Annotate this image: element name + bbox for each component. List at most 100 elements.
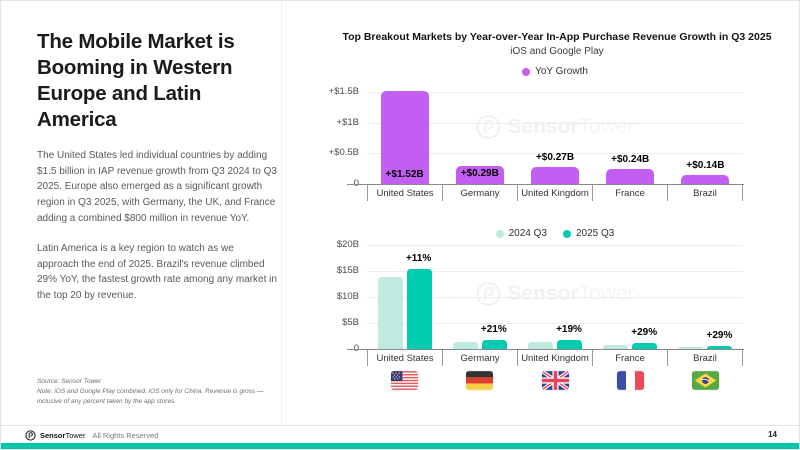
x-axis-category-label: France	[592, 185, 667, 201]
y-axis-tick-label: 0	[301, 178, 359, 189]
chart2-category-cell: +29%	[593, 245, 668, 349]
x-axis-category-label: United States	[367, 350, 442, 366]
gridline	[367, 92, 743, 94]
bar-2024-q3	[452, 341, 478, 349]
chart2-category-cell: +29%	[668, 245, 743, 349]
legend-dot	[563, 229, 571, 238]
slide-headline: The Mobile Market is Booming in Western …	[37, 30, 235, 132]
bar-value-label: +$0.29B	[460, 168, 499, 180]
chart2-x-axis-labels: United States Germany United Kingdom France…	[367, 350, 743, 366]
flag-cell	[367, 371, 442, 390]
y-axis-tick-label: +$0.5B	[328, 147, 359, 159]
x-axis-category-label: Germany	[442, 350, 517, 366]
gridline	[367, 323, 743, 324]
chart2-quarterly-revenue: SensorTower 0$5B$10B$15B$20B +11%+21%+19…	[301, 239, 769, 401]
growth-percent-label: +29%	[631, 327, 658, 339]
left-panel: The Mobile Market is Booming in Western …	[37, 29, 277, 303]
yoy-growth-bar	[455, 166, 504, 184]
footer: SensorTower All Rights Reserved	[25, 430, 158, 441]
bar-2024-q3	[528, 341, 553, 349]
chart1-yoy-growth: SensorTower 0+$0.5B+$1B+$1.5B +$1.52B+$0…	[301, 86, 769, 208]
legend-dot	[495, 229, 504, 238]
y-axis-tick-label: $10B	[336, 291, 359, 302]
flag-cell	[442, 371, 517, 390]
flag-cell	[593, 371, 668, 390]
y-axis-tick-label: +$1B	[336, 116, 359, 128]
panel-divider	[281, 1, 282, 425]
bottom-accent-bar	[1, 443, 799, 449]
brazil-flag-icon	[691, 371, 719, 390]
legend-dot	[522, 67, 531, 76]
flag-cell	[668, 371, 743, 390]
chart1-category-cell: +$0.14B	[668, 86, 743, 184]
germany-flag-icon	[466, 371, 494, 390]
gridline	[367, 122, 743, 124]
chart2-category-cell: +19%	[517, 245, 592, 349]
gridline	[367, 271, 743, 272]
footer-brand-bold: Sensor	[40, 431, 66, 440]
bar-2025-q3	[406, 269, 432, 349]
chart1-category-cell: +$0.24B	[593, 86, 668, 184]
note-line: Note: iOS and Google Play combined. iOS …	[37, 387, 264, 405]
legend-label: 2024 Q3	[508, 228, 547, 239]
chart1-plot-area: +$1.52B +$0.29B +$0.27B +$0.24B +$0.14B	[367, 86, 743, 184]
x-axis-category-label: United Kingdom	[517, 185, 592, 201]
x-axis-category-label: France	[592, 350, 667, 366]
footer-rights-text: All Rights Reserved	[92, 431, 159, 440]
chart-subtitle: iOS and Google Play	[510, 46, 604, 57]
gridline	[367, 297, 743, 298]
chart1-x-axis-line	[347, 184, 744, 185]
yoy-growth-bar	[606, 169, 655, 184]
chart2-y-axis: 0 $5B $10B $15B $20B	[301, 239, 361, 401]
growth-percent-label: +11%	[405, 253, 432, 265]
us-flag-icon	[391, 371, 419, 390]
yoy-growth-bar	[681, 175, 730, 184]
chart1-category-cell: +$1.52B	[367, 86, 442, 184]
country-flags-row	[367, 371, 743, 390]
bar-value-label: +$1.52B	[385, 169, 424, 180]
x-axis-category-label: Brazil	[667, 185, 743, 201]
uk-flag-icon	[541, 371, 569, 390]
france-flag-icon	[616, 371, 644, 390]
y-axis-tick-label: $5B	[342, 317, 359, 328]
yoy-growth-bar	[531, 167, 579, 184]
body-paragraph-2: Latin America is a key region to watch a…	[37, 243, 277, 301]
bar-2025-q3	[557, 340, 582, 349]
source-note: Source: Sensor Tower Note: iOS and Googl…	[37, 377, 289, 406]
bar-2025-q3	[632, 343, 658, 349]
gridline	[367, 153, 743, 155]
bar-2025-q3	[481, 340, 507, 349]
chart1-x-axis-labels: United States Germany United Kingdom France…	[367, 185, 743, 201]
y-axis-tick-label: $20B	[336, 239, 359, 250]
chart2-plot-area: +11% +21% +19% +29% +29%	[367, 245, 743, 349]
chart-title: Top Breakout Markets by Year-over-Year I…	[342, 31, 772, 43]
bar-value-label: +$0.27B	[535, 152, 575, 164]
x-axis-category-label: United States	[367, 185, 442, 201]
chart1-y-axis: 0 +$0.5B +$1B +$1.5B	[301, 86, 361, 208]
bar-value-label: +$0.14B	[686, 160, 725, 172]
y-axis-tick-label: +$1.5B	[328, 86, 359, 98]
yoy-growth-bar	[380, 90, 429, 184]
growth-percent-label: +29%	[706, 329, 733, 341]
gridline	[367, 245, 743, 246]
bar-2024-q3	[377, 277, 403, 349]
bar-2025-q3	[707, 345, 733, 349]
chart1-legend: YoY Growth	[367, 66, 743, 77]
source-line: Source: Sensor Tower	[37, 378, 102, 385]
chart2-x-axis-line	[347, 349, 744, 350]
body-paragraph-1: The United States led individual countri…	[37, 150, 277, 224]
bar-2024-q3	[678, 346, 704, 349]
y-axis-tick-label: $15B	[336, 265, 359, 276]
bar-value-label: +$0.24B	[611, 154, 650, 166]
x-axis-category-label: Brazil	[667, 350, 743, 366]
flag-cell	[517, 371, 592, 390]
sensor-tower-logo-icon	[25, 430, 36, 441]
y-axis-tick-label: 0	[301, 343, 359, 354]
footer-brand-light: Tower	[65, 431, 86, 440]
chart1-category-cell: +$0.29B	[442, 86, 517, 184]
legend-item: YoY Growth	[522, 66, 588, 77]
page-number: 14	[768, 430, 777, 439]
chart1-category-cell: +$0.27B	[517, 86, 592, 184]
footer-divider	[1, 425, 799, 426]
